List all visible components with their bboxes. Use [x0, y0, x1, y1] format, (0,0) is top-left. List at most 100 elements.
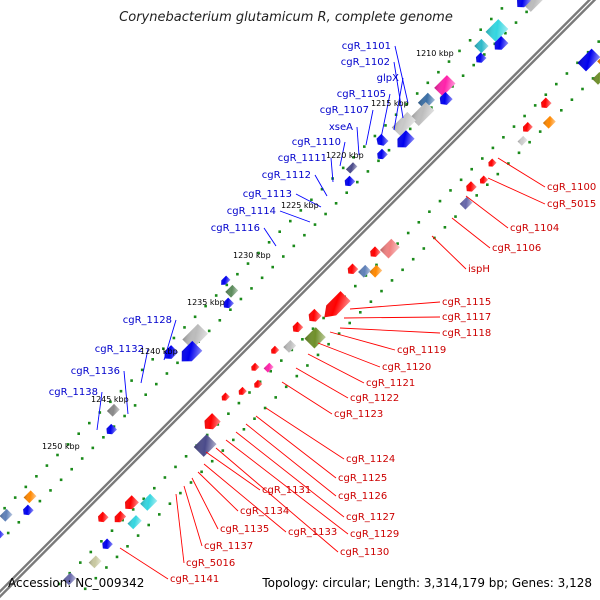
gene-feature-shading	[466, 181, 477, 192]
track-dot	[458, 49, 461, 53]
track-dot	[461, 74, 465, 77]
gene-feature-shading	[283, 340, 297, 353]
track-dot	[437, 70, 440, 74]
lower-gene-label: cgR_1106	[492, 243, 541, 254]
gene-feature-shading	[596, 27, 600, 52]
gene-feature-shading	[369, 264, 383, 278]
gene-feature-shading	[577, 48, 600, 72]
track-dot	[147, 523, 150, 527]
upper-gene-label: cgR_1114	[227, 206, 276, 217]
gene-feature-shading	[517, 135, 528, 146]
lower-label-leader	[175, 493, 185, 564]
lower-label-leader	[225, 439, 349, 535]
gene-feature-shading	[370, 246, 381, 257]
gene-feature	[114, 510, 127, 523]
track-dot	[56, 453, 59, 457]
track-dot	[49, 489, 52, 492]
gene-feature	[377, 148, 388, 160]
track-dot	[491, 146, 495, 150]
track-dot	[136, 534, 140, 537]
gene-feature-shading	[114, 510, 127, 523]
lower-gene-label: cgR_1100	[547, 182, 596, 193]
gene-feature	[0, 508, 13, 522]
gene-feature-shading	[204, 413, 221, 430]
gene-feature	[369, 264, 383, 278]
track-dot	[57, 582, 61, 586]
kbp-tick-label: 1220 kbp	[326, 151, 364, 160]
gene-feature	[345, 162, 358, 174]
lower-gene-label: cgR_1121	[366, 378, 415, 389]
track-dot	[165, 372, 169, 375]
track-dot	[525, 10, 528, 14]
track-dot	[401, 268, 404, 272]
lower-gene-label: cgR_1134	[240, 506, 289, 517]
track-dot	[83, 587, 87, 591]
gene-feature-shading	[63, 572, 77, 586]
gene-feature-shading	[494, 36, 509, 50]
upper-label-leader	[393, 61, 404, 119]
track-dot	[263, 406, 267, 410]
gene-feature-shape	[596, 27, 600, 52]
track-dot	[356, 180, 359, 184]
track-dot	[517, 151, 521, 155]
track-dot	[239, 297, 243, 301]
track-dot	[242, 428, 246, 431]
map-title: Corynebacterium glutamicum R, complete g…	[119, 10, 453, 25]
track-dot	[354, 284, 357, 288]
track-dot	[581, 87, 584, 91]
track-dot	[363, 145, 366, 148]
gene-feature-shading	[347, 263, 359, 274]
kbp-tick-label: 1235 kbp	[187, 298, 225, 307]
lower-label-leader	[339, 327, 441, 334]
track-dot	[158, 513, 161, 516]
gene-feature	[439, 92, 453, 105]
gene-feature-shading	[391, 111, 416, 136]
gene-feature	[140, 493, 158, 511]
track-dot	[35, 475, 38, 478]
track-dot	[322, 316, 325, 320]
gene-feature	[523, 0, 547, 12]
track-dot	[89, 550, 93, 554]
gene-feature-shading	[225, 284, 239, 298]
gene-feature-shading	[238, 386, 247, 395]
gene-feature	[358, 264, 371, 278]
track-dot	[77, 432, 80, 435]
summary-text: Topology: circular; Length: 3,314,179 bp…	[261, 576, 592, 590]
track-dot	[225, 283, 229, 287]
upper-label-leader	[140, 348, 149, 384]
kbp-ticks: 1210 kbp 1215 kbp 1220 kbp 1225 kbp 1230 kbp…	[42, 49, 454, 451]
gene-feature	[541, 97, 552, 108]
upper-label-leader	[380, 93, 391, 139]
upper-gene-label: cgR_1102	[341, 57, 390, 68]
gene-feature	[380, 238, 400, 259]
track-dot	[269, 369, 272, 373]
track-dot	[218, 319, 222, 322]
lower-gene-label: cgR_1104	[510, 223, 559, 234]
upper-gene-label: cgR_1101	[342, 41, 391, 52]
track-dot	[119, 389, 123, 393]
track-dot	[98, 411, 102, 414]
track-dot	[299, 209, 303, 212]
gene-feature-shading	[0, 508, 13, 522]
gene-feature-shading	[140, 493, 158, 511]
track-dot	[163, 476, 167, 479]
lower-label-leader	[265, 407, 345, 460]
track-dot	[303, 233, 306, 237]
upper-label-leader	[339, 141, 346, 167]
track-dot	[576, 61, 579, 65]
track-dot	[121, 518, 124, 522]
lower-gene-label: ispH	[468, 264, 490, 275]
gene-feature-shading	[376, 133, 389, 146]
gene-feature-shading	[523, 0, 547, 12]
track-dot	[380, 289, 383, 293]
track-dot	[369, 300, 373, 303]
track-dot	[162, 347, 165, 350]
track-dot	[59, 478, 63, 482]
track-dot	[327, 342, 330, 346]
track-dot	[253, 417, 256, 420]
track-dot	[200, 470, 203, 474]
gene-feature	[434, 75, 456, 97]
gene-feature	[204, 413, 221, 430]
upper-gene-label: cgR_1105	[337, 89, 386, 100]
lower-gene-label: cgR_1119	[397, 345, 446, 356]
